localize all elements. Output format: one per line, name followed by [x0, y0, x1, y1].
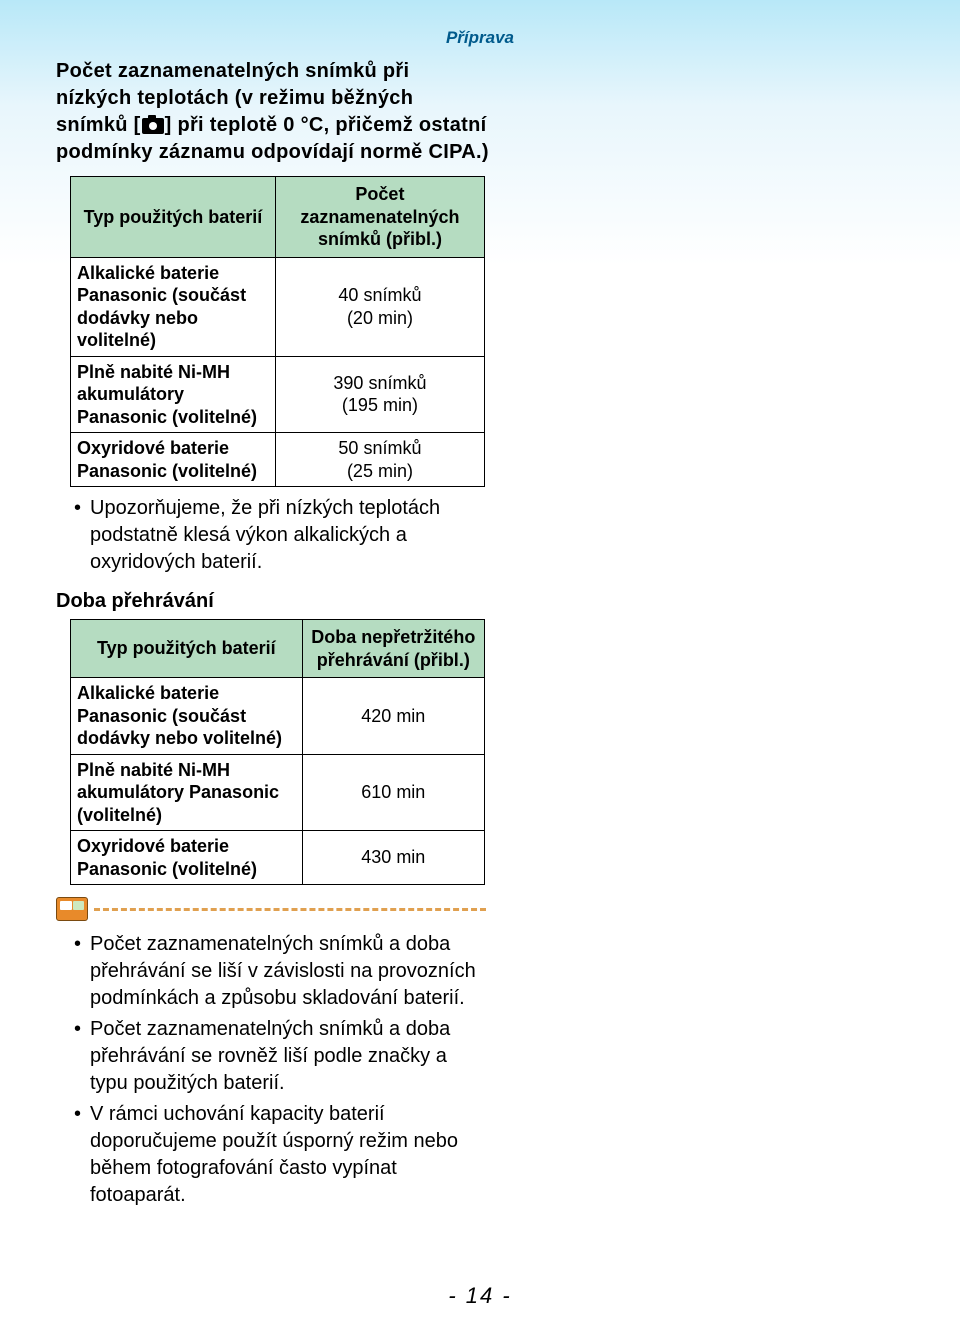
page-number: - 14 - — [448, 1283, 511, 1309]
cell-label: Alkalické baterie Panasonic (součást dod… — [71, 257, 276, 356]
table1-col2: Počet zaznamenatelných snímků (přibl.) — [275, 177, 484, 258]
note2-2: V rámci uchování kapacity baterií doporu… — [90, 1101, 490, 1209]
table-row: Oxyridové baterie Panasonic (volitelné) … — [71, 433, 485, 487]
table-snimky: Typ použitých baterií Počet zaznamenatel… — [70, 176, 485, 487]
bullet-dot: • — [74, 931, 90, 1012]
cell-value: 390 snímků(195 min) — [275, 356, 484, 433]
table-prehravani: Typ použitých baterií Doba nepřetržitého… — [70, 619, 485, 885]
cell-value: 40 snímků(20 min) — [275, 257, 484, 356]
page-content: Počet zaznamenatelných snímků při nízkýc… — [0, 48, 490, 1209]
section-title-playback: Doba přehrávání — [56, 590, 490, 613]
note1-text: Upozorňujeme, že při nízkých teplotách p… — [90, 495, 490, 576]
cell-label: Oxyridové baterie Panasonic (volitelné) — [71, 433, 276, 487]
table-row: Alkalické baterie Panasonic (součást dod… — [71, 257, 485, 356]
bullet-item: • V rámci uchování kapacity baterií dopo… — [74, 1101, 490, 1209]
cell-value: 610 min — [302, 754, 484, 831]
table-row: Plně nabité Ni-MH akumulátory Panasonic … — [71, 356, 485, 433]
cell-label: Plně nabité Ni-MH akumulátory Panasonic … — [71, 754, 303, 831]
cell-label: Oxyridové baterie Panasonic (volitelné) — [71, 831, 303, 885]
table-row: Plně nabité Ni-MH akumulátory Panasonic … — [71, 754, 485, 831]
bullet-dot: • — [74, 1101, 90, 1209]
book-icon — [56, 897, 88, 921]
cell-label: Plně nabité Ni-MH akumulátory Panasonic … — [71, 356, 276, 433]
intro-paragraph: Počet zaznamenatelných snímků při nízkýc… — [56, 58, 490, 166]
table1-col1: Typ použitých baterií — [71, 177, 276, 258]
cell-value: 420 min — [302, 678, 484, 755]
table2-col2: Doba nepřetržitého přehrávání (přibl.) — [302, 620, 484, 678]
bullet-item: • Počet zaznamenatelných snímků a doba p… — [74, 1016, 490, 1097]
bullet-dot: • — [74, 1016, 90, 1097]
dashed-separator — [56, 897, 486, 921]
cell-value: 430 min — [302, 831, 484, 885]
bullet-item: • Upozorňujeme, že při nízkých teplotách… — [74, 495, 490, 576]
note2-1: Počet zaznamenatelných snímků a doba pře… — [90, 1016, 490, 1097]
cell-label: Alkalické baterie Panasonic (součást dod… — [71, 678, 303, 755]
note-list-1: • Upozorňujeme, že při nízkých teplotách… — [74, 495, 490, 576]
table-row: Alkalické baterie Panasonic (součást dod… — [71, 678, 485, 755]
camera-icon — [142, 118, 164, 134]
table-row: Oxyridové baterie Panasonic (volitelné) … — [71, 831, 485, 885]
bullet-dot: • — [74, 495, 90, 576]
table2-col1: Typ použitých baterií — [71, 620, 303, 678]
note-list-2: • Počet zaznamenatelných snímků a doba p… — [74, 931, 490, 1209]
section-header: Příprava — [0, 0, 960, 48]
note2-0: Počet zaznamenatelných snímků a doba pře… — [90, 931, 490, 1012]
dashes — [94, 908, 486, 911]
cell-value: 50 snímků(25 min) — [275, 433, 484, 487]
bullet-item: • Počet zaznamenatelných snímků a doba p… — [74, 931, 490, 1012]
